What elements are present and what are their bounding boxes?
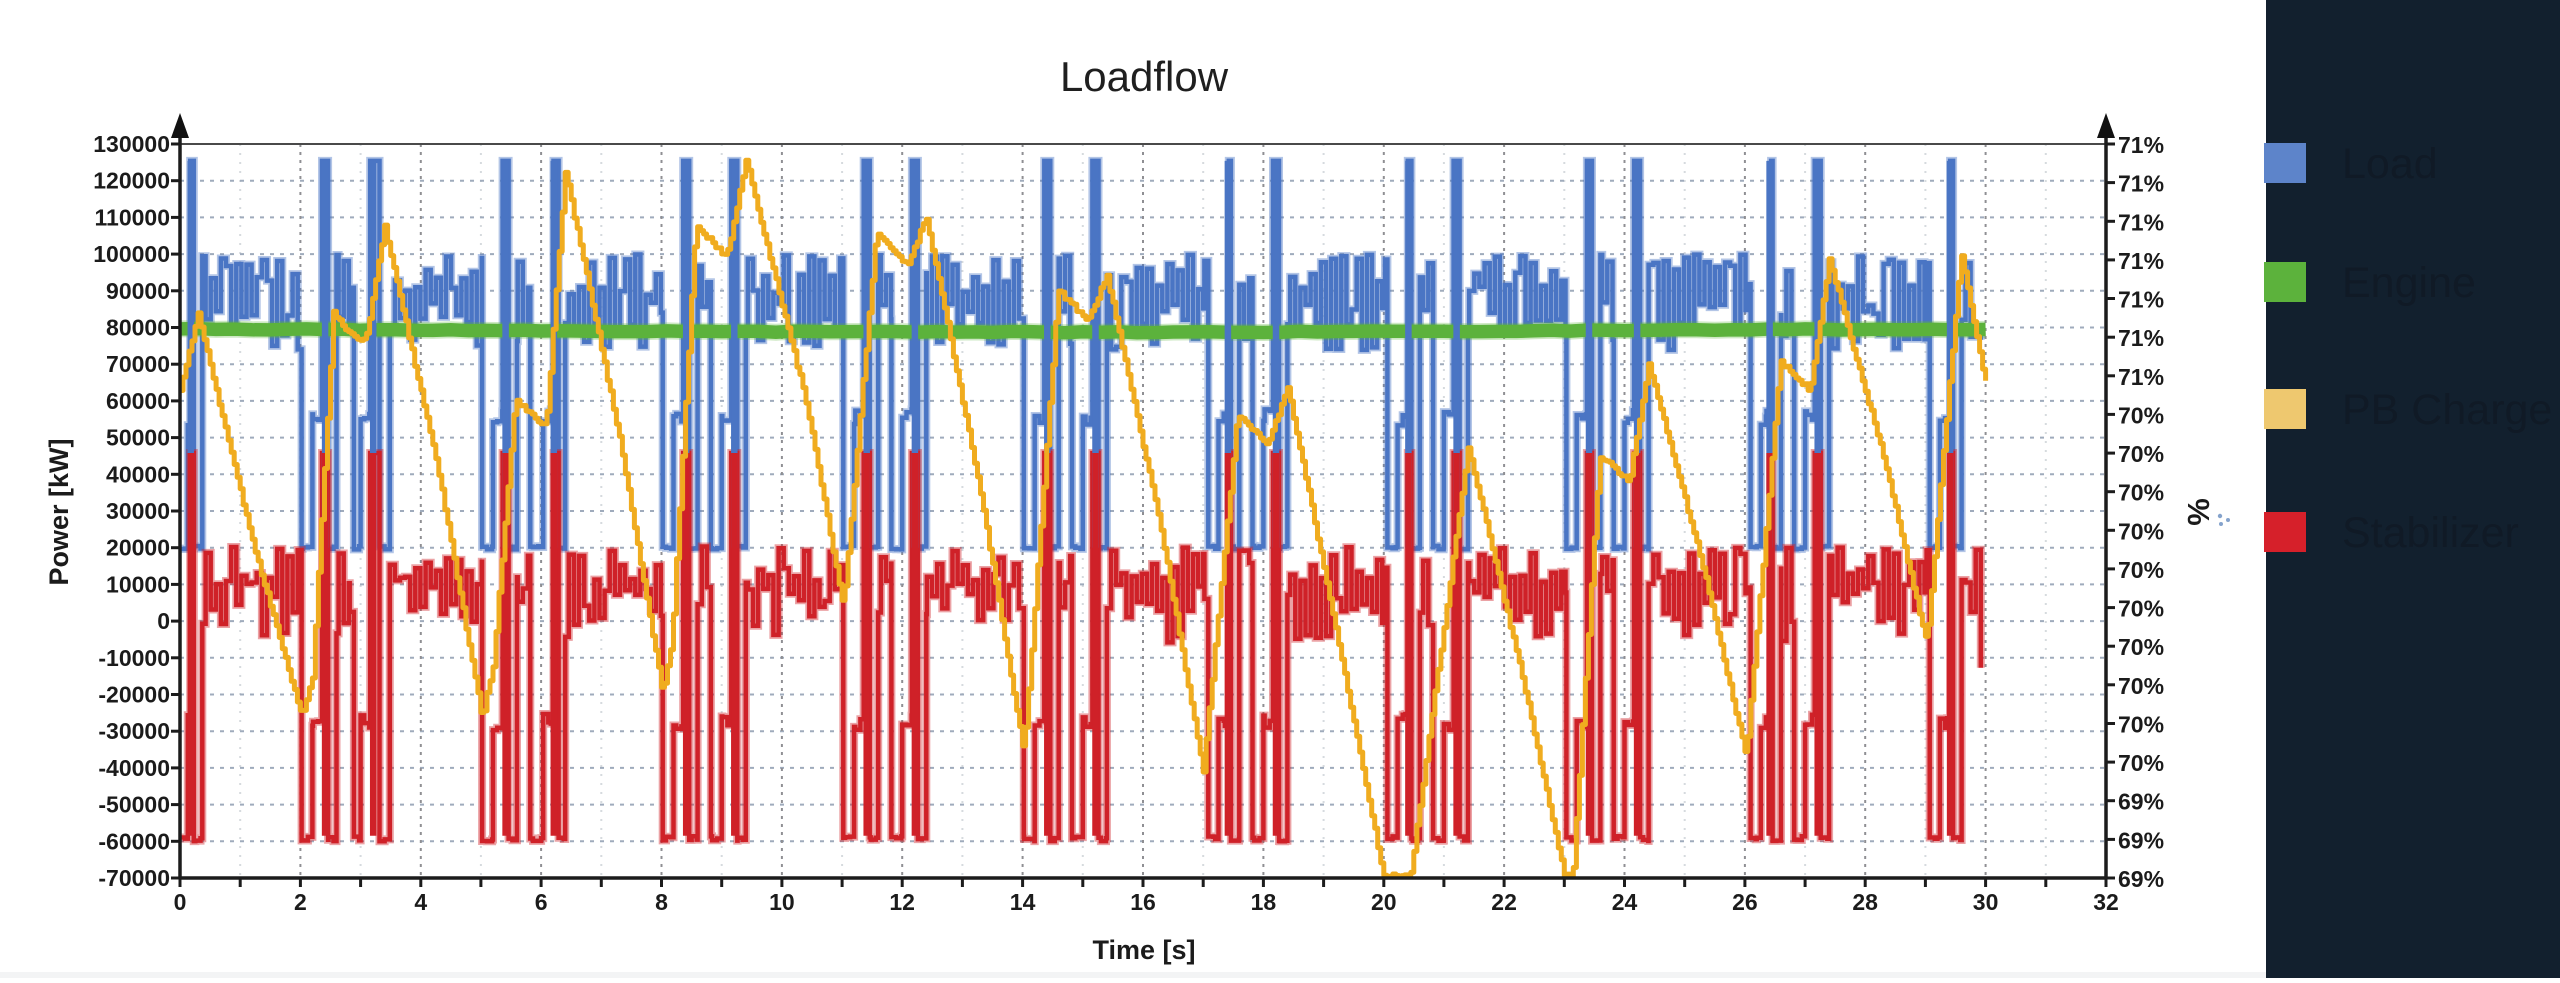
svg-text:Time [s]: Time [s] [1092,935,1195,965]
svg-text:28: 28 [1852,889,1878,915]
svg-text:26: 26 [1732,889,1758,915]
svg-text:-30000: -30000 [98,718,170,744]
svg-text:90000: 90000 [106,278,170,304]
svg-text:71%: 71% [2118,248,2164,274]
svg-text:60000: 60000 [106,388,170,414]
svg-text:71%: 71% [2118,171,2164,197]
svg-text:-70000: -70000 [98,865,170,891]
svg-text:10: 10 [769,889,795,915]
svg-text:69%: 69% [2118,789,2164,815]
svg-text:%: % [2181,498,2216,526]
svg-text:70%: 70% [2118,673,2164,699]
svg-text:40000: 40000 [106,461,170,487]
svg-text:130000: 130000 [93,131,170,157]
svg-text:70%: 70% [2118,518,2164,544]
svg-text:70%: 70% [2118,441,2164,467]
svg-text:110000: 110000 [95,204,170,230]
svg-text:71%: 71% [2118,287,2164,313]
svg-text:4: 4 [414,889,427,915]
svg-text:80000: 80000 [106,315,170,341]
svg-text:50000: 50000 [106,425,170,451]
svg-text:70%: 70% [2118,750,2164,776]
svg-text:18: 18 [1251,889,1277,915]
svg-text:70%: 70% [2118,557,2164,583]
svg-text:0: 0 [157,608,170,634]
svg-text:-60000: -60000 [98,828,170,854]
svg-text:-40000: -40000 [98,755,170,781]
svg-text:Load: Load [2342,140,2438,188]
svg-text:71%: 71% [2118,364,2164,390]
svg-text:69%: 69% [2118,866,2164,892]
svg-text:Power [kW]: Power [kW] [44,438,74,585]
svg-text:16: 16 [1130,889,1156,915]
svg-text:70%: 70% [2118,596,2164,622]
svg-text:71%: 71% [2118,209,2164,235]
svg-text:12: 12 [889,889,915,915]
svg-text:70%: 70% [2118,402,2164,428]
svg-text:30: 30 [1973,889,1999,915]
svg-text:8: 8 [655,889,668,915]
svg-text:6: 6 [535,889,548,915]
svg-text:Loadflow: Loadflow [1060,53,1229,100]
svg-text:70%: 70% [2118,480,2164,506]
svg-text:22: 22 [1491,889,1517,915]
svg-text:70%: 70% [2118,634,2164,660]
svg-text:20000: 20000 [106,535,170,561]
svg-text:Stabilizer: Stabilizer [2342,509,2519,557]
svg-text:-20000: -20000 [98,682,170,708]
svg-text:30000: 30000 [106,498,170,524]
svg-text:24: 24 [1612,889,1638,915]
svg-text:20: 20 [1371,889,1397,915]
svg-text:Engine: Engine [2342,259,2476,307]
svg-text:32: 32 [2093,889,2119,915]
svg-text:100000: 100000 [93,241,170,267]
svg-text:71%: 71% [2118,132,2164,158]
svg-text:0: 0 [174,889,187,915]
svg-text:PB Charge: PB Charge [2342,386,2552,434]
svg-text:70000: 70000 [106,351,170,377]
svg-text:120000: 120000 [93,168,170,194]
svg-text:10000: 10000 [106,571,170,597]
svg-text:71%: 71% [2118,325,2164,351]
svg-text:2: 2 [294,889,307,915]
svg-text:-50000: -50000 [98,792,170,818]
svg-text:-10000: -10000 [98,645,170,671]
svg-text:14: 14 [1010,889,1036,915]
svg-text:69%: 69% [2118,827,2164,853]
svg-text:70%: 70% [2118,712,2164,738]
